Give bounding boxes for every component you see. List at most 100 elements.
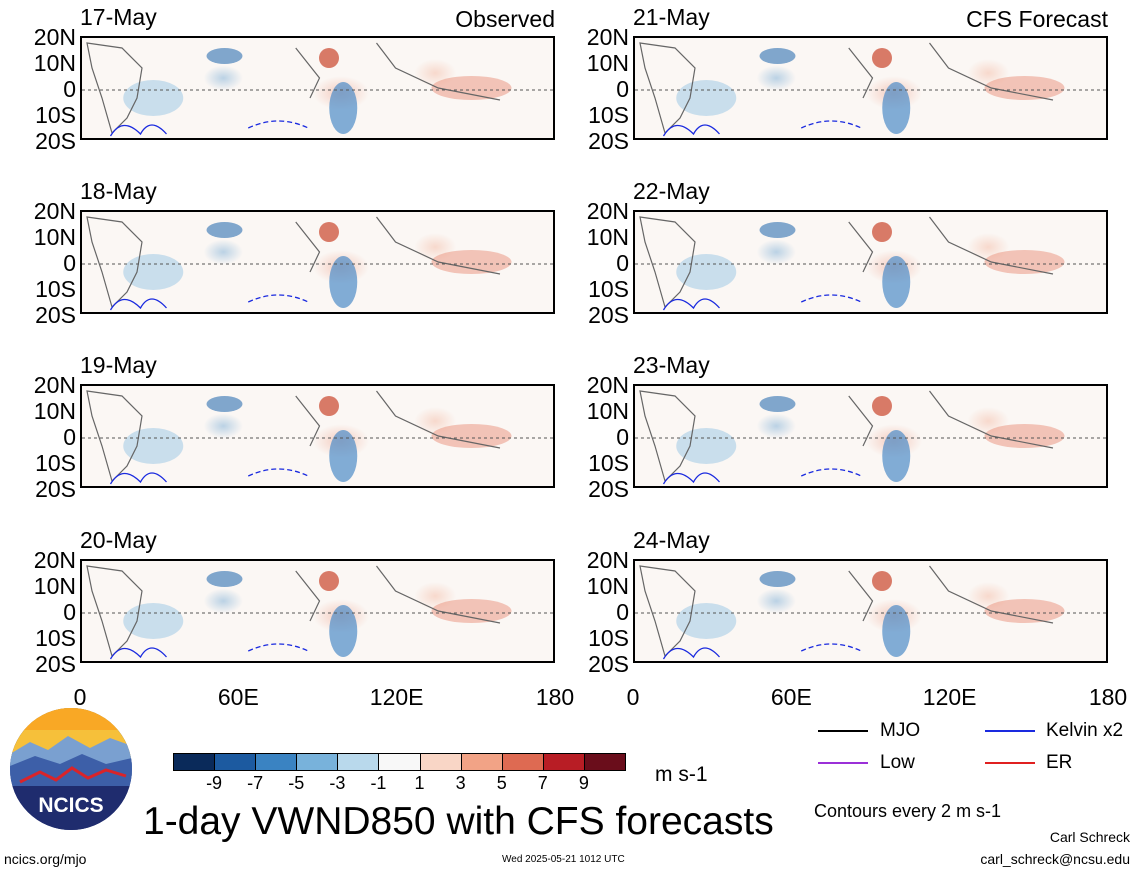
- lon-label: 60E: [217, 684, 259, 710]
- map-graphic: [635, 565, 1106, 660]
- colorbar-unit: m s-1: [655, 763, 708, 786]
- legend-label: Kelvin x2: [1046, 720, 1124, 741]
- lat-label: 20N: [586, 547, 629, 573]
- lat-label: 10S: [35, 625, 76, 651]
- map-graphic: [82, 565, 553, 660]
- legend-label: Low: [880, 752, 915, 773]
- map-graphic: [635, 216, 1106, 311]
- colorbar-tick: 5: [496, 773, 507, 793]
- lat-label: 20S: [35, 302, 76, 328]
- lat-label: 20S: [588, 476, 629, 502]
- lon-label: 60E: [770, 684, 812, 710]
- panel-date: 19-May: [80, 352, 157, 378]
- panel-tag: CFS Forecast: [966, 6, 1108, 32]
- map-graphic: [82, 390, 553, 485]
- colorbar-swatch: [296, 753, 339, 771]
- lat-label: 10N: [33, 573, 76, 599]
- lat-label: 10S: [35, 276, 76, 302]
- colorbar-tick: 7: [537, 773, 548, 793]
- colorbar-tick: 9: [578, 773, 589, 793]
- map-panel: [633, 559, 1108, 663]
- chart-title: 1-day VWND850 with CFS forecasts: [143, 800, 774, 843]
- lat-label: 20N: [33, 24, 76, 50]
- lat-label: 0: [63, 599, 76, 625]
- lat-label: 10S: [588, 102, 629, 128]
- map-panel: [80, 210, 555, 314]
- lat-label: 0: [616, 76, 629, 102]
- lat-label: 10S: [588, 276, 629, 302]
- map-panel: [633, 384, 1108, 488]
- author: Carl Schreck: [1049, 829, 1130, 845]
- contours-note: Contours every 2 m s-1: [814, 801, 1002, 821]
- colorbar-tick: -3: [329, 773, 346, 793]
- lat-label: 10N: [586, 224, 629, 250]
- lat-label: 0: [616, 424, 629, 450]
- panel-tag: Observed: [455, 6, 555, 32]
- ncics-logo: NCICS: [10, 708, 132, 830]
- legend-swatch: [818, 762, 868, 764]
- colorbar-swatch: [460, 753, 503, 771]
- map-panel: [80, 36, 555, 140]
- lat-label: 10S: [588, 625, 629, 651]
- colorbar-swatch: [337, 753, 380, 771]
- lat-label: 20N: [586, 372, 629, 398]
- lat-label: 20S: [588, 128, 629, 154]
- colorbar-swatch: [542, 753, 585, 771]
- map-panel: [633, 36, 1108, 140]
- lat-label: 20N: [33, 547, 76, 573]
- map-panel: [633, 210, 1108, 314]
- lat-label: 20S: [588, 651, 629, 677]
- map-panel: [80, 384, 555, 488]
- lat-label: 20N: [586, 198, 629, 224]
- lat-label: 10N: [33, 50, 76, 76]
- map-graphic: [635, 42, 1106, 137]
- lat-label: 0: [616, 250, 629, 276]
- logo-text: NCICS: [38, 794, 104, 817]
- panel-date: 20-May: [80, 527, 157, 553]
- lat-label: 0: [63, 76, 76, 102]
- panel-date: 23-May: [633, 352, 710, 378]
- panel-date: 24-May: [633, 527, 710, 553]
- map-graphic: [82, 216, 553, 311]
- lat-label: 0: [63, 424, 76, 450]
- map-panel: [80, 559, 555, 663]
- lat-label: 10N: [33, 398, 76, 424]
- lat-label: 10N: [586, 573, 629, 599]
- colorbar-tick: 1: [414, 773, 425, 793]
- colorbar-swatch: [583, 753, 626, 771]
- lat-label: 20S: [588, 302, 629, 328]
- colorbar-swatch: [378, 753, 421, 771]
- panel-date: 22-May: [633, 178, 710, 204]
- lat-label: 20N: [33, 198, 76, 224]
- lat-label: 20N: [586, 24, 629, 50]
- colorbar-tick: -1: [370, 773, 387, 793]
- email[interactable]: carl_schreck@ncsu.edu: [980, 851, 1130, 867]
- legend-label: MJO: [880, 720, 921, 741]
- lat-label: 10N: [586, 50, 629, 76]
- legend-label: ER: [1046, 752, 1073, 773]
- lat-label: 10S: [588, 450, 629, 476]
- lon-label: 0: [626, 684, 640, 710]
- legend-swatch: [985, 730, 1035, 732]
- colorbar-swatch: [173, 753, 216, 771]
- colorbar-tick: -5: [288, 773, 305, 793]
- lat-label: 10N: [586, 398, 629, 424]
- lon-label: 120E: [369, 684, 424, 710]
- lat-label: 10N: [33, 224, 76, 250]
- lon-label: 180: [1088, 684, 1128, 710]
- legend-swatch: [818, 730, 868, 732]
- panel-date: 21-May: [633, 4, 710, 30]
- colorbar-tick: 3: [455, 773, 466, 793]
- colorbar-tick: -9: [206, 773, 223, 793]
- lat-label: 20N: [33, 372, 76, 398]
- colorbar-tick: -7: [247, 773, 264, 793]
- lat-label: 20S: [35, 128, 76, 154]
- site-link[interactable]: ncics.org/mjo: [4, 851, 87, 867]
- lon-label: 120E: [922, 684, 977, 710]
- lat-label: 20S: [35, 651, 76, 677]
- lon-label: 180: [535, 684, 575, 710]
- lat-label: 0: [63, 250, 76, 276]
- map-graphic: [82, 42, 553, 137]
- lat-label: 10S: [35, 102, 76, 128]
- panel-date: 18-May: [80, 178, 157, 204]
